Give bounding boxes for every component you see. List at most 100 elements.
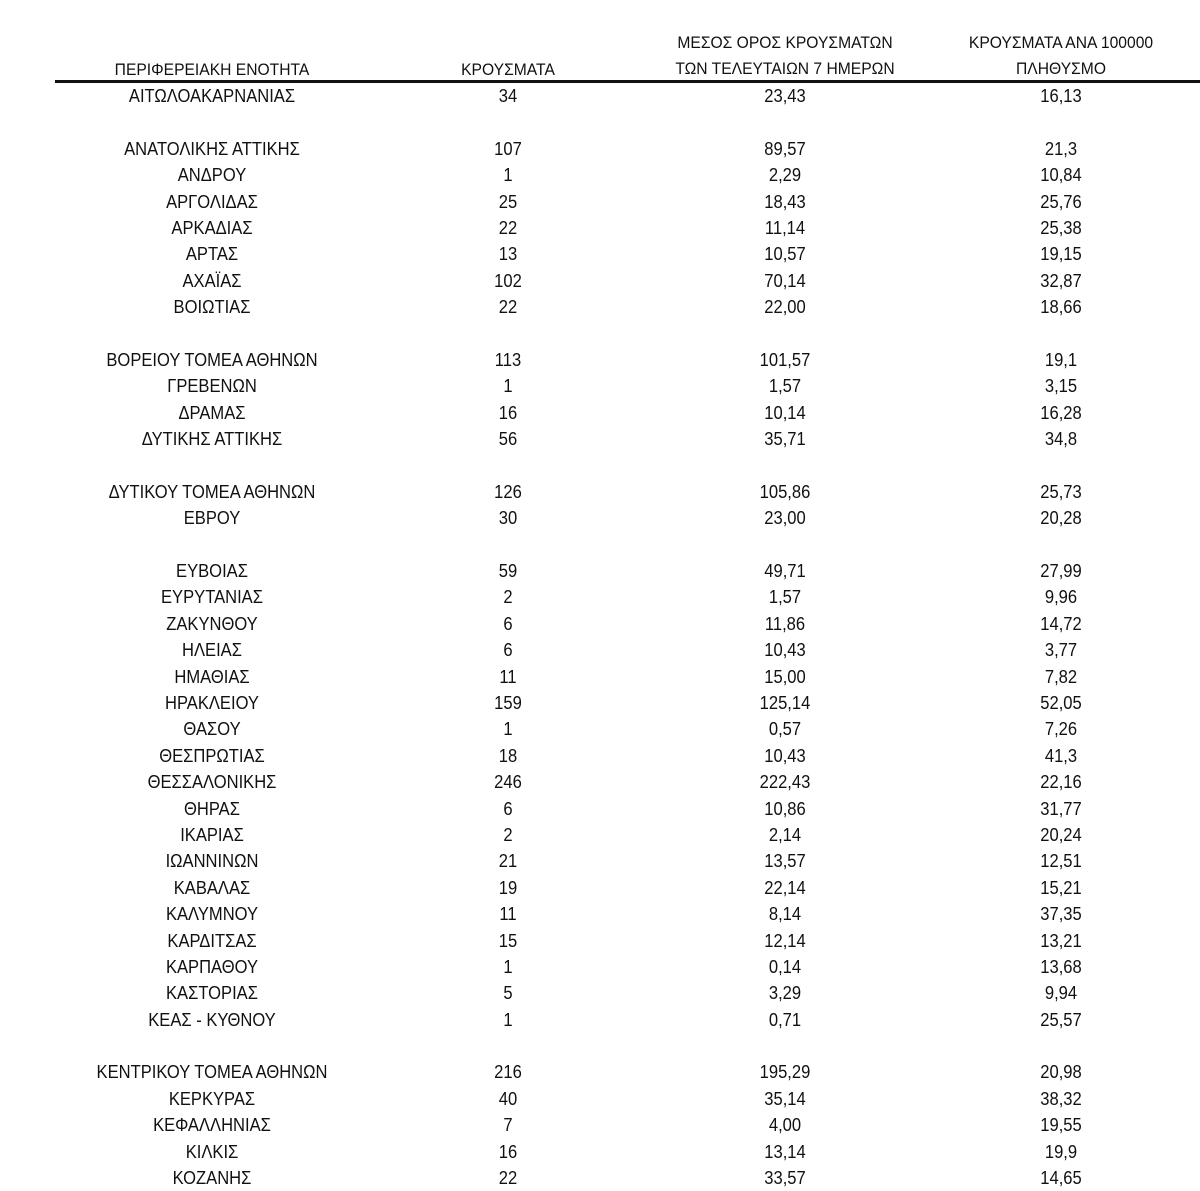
cell-avg-7-days: 11,86 (764, 613, 806, 634)
table-row: ΚΕΦΑΛΛΗΝΙΑΣ 7 4,00 19,55 (0, 1112, 1200, 1138)
cell-avg-7-days: 35,14 (764, 1088, 806, 1109)
cell-cases: 56 (498, 429, 518, 450)
cell-avg-7-days: 22,14 (764, 877, 806, 898)
cell-per-100k: 25,73 (1040, 481, 1082, 502)
cell-per-100k: 3,77 (1044, 640, 1078, 661)
cell-region: ΚΑΡΔΙΤΣΑΣ (167, 930, 257, 951)
cell-avg-7-days: 2,29 (768, 165, 802, 186)
cell-per-100k: 9,96 (1044, 587, 1078, 608)
cell-cases: 1 (503, 956, 513, 977)
table-row: ΚΕΡΚΥΡΑΣ 40 35,14 38,32 (0, 1086, 1200, 1112)
cell-avg-7-days: 23,43 (764, 86, 806, 106)
cell-region: ΒΟΙΩΤΙΑΣ (173, 297, 251, 318)
cell-avg-7-days: 13,57 (764, 851, 806, 872)
table-row: ΚΕΑΣ - ΚΥΘΝΟΥ 1 0,71 25,57 (0, 1007, 1200, 1033)
cell-region: ΚΕΡΚΥΡΑΣ (168, 1088, 256, 1109)
cell-region: ΚΕΝΤΡΙΚΟΥ ΤΟΜΕΑ ΑΘΗΝΩΝ (96, 1062, 328, 1083)
cell-per-100k: 41,3 (1044, 745, 1078, 766)
table-row: ΓΡΕΒΕΝΩΝ 1 1,57 3,15 (0, 373, 1200, 399)
cell-per-100k: 19,1 (1044, 349, 1078, 370)
cell-region: ΕΒΡΟΥ (183, 508, 241, 529)
table-row: ΚΑΣΤΟΡΙΑΣ 5 3,29 9,94 (0, 980, 1200, 1006)
cell-per-100k: 3,15 (1044, 376, 1078, 397)
cell-avg-7-days: 22,00 (764, 297, 806, 318)
cell-per-100k: 27,99 (1040, 561, 1082, 582)
table-row: ΑΝΔΡΟΥ 1 2,29 10,84 (0, 162, 1200, 188)
cell-cases: 18 (498, 745, 518, 766)
table-row: ΖΑΚΥΝΘΟΥ 6 11,86 14,72 (0, 611, 1200, 637)
cell-avg-7-days: 2,14 (768, 824, 802, 845)
cell-per-100k: 25,38 (1040, 217, 1082, 238)
cell-region: ΑΡΤΑΣ (185, 244, 239, 265)
table-row: ΘΑΣΟΥ 1 0,57 7,26 (0, 716, 1200, 742)
cell-avg-7-days: 15,00 (764, 666, 806, 687)
cell-per-100k: 18,66 (1040, 297, 1082, 318)
table-row: ΔΡΑΜΑΣ 16 10,14 16,28 (0, 400, 1200, 426)
table-row: ΒΟΙΩΤΙΑΣ 22 22,00 18,66 (0, 294, 1200, 320)
cell-avg-7-days: 13,14 (764, 1141, 806, 1162)
table-row: ΔΥΤΙΚΟΥ ΤΟΜΕΑ ΑΘΗΝΩΝ 126 105,86 25,73 (0, 479, 1200, 505)
cell-per-100k: 22,16 (1040, 772, 1082, 793)
cell-cases: 1 (503, 165, 513, 186)
cell-cases: 34 (498, 86, 518, 106)
cell-per-100k: 13,68 (1040, 956, 1082, 977)
cell-cases: 21 (498, 851, 518, 872)
cell-per-100k: 16,28 (1040, 402, 1082, 423)
cell-region: ΚΑΣΤΟΡΙΑΣ (166, 983, 258, 1004)
table-row: ΑΙΤΩΛΟΑΚΑΡΝΑΝΙΑΣ 34 23,43 16,13 (0, 83, 1200, 109)
cell-avg-7-days: 10,86 (764, 798, 806, 819)
header-avg-line1: ΜΕΣΟΣ ΟΡΟΣ ΚΡΟΥΣΜΑΤΩΝ (677, 33, 893, 52)
cell-per-100k: 32,87 (1040, 270, 1082, 291)
cell-region: ΗΛΕΙΑΣ (182, 640, 242, 661)
cell-region: ΘΕΣΣΑΛΟΝΙΚΗΣ (147, 772, 277, 793)
cell-cases: 11 (499, 666, 517, 687)
cell-cases: 11 (499, 904, 517, 925)
cell-region: ΚΑΡΠΑΘΟΥ (165, 956, 259, 977)
table-row: ΘΗΡΑΣ 6 10,86 31,77 (0, 796, 1200, 822)
cell-avg-7-days: 0,14 (768, 956, 802, 977)
cell-avg-7-days: 125,14 (759, 692, 811, 713)
table-row: ΙΚΑΡΙΑΣ 2 2,14 20,24 (0, 822, 1200, 848)
cell-cases: 13 (498, 244, 518, 265)
cell-avg-7-days: 23,00 (764, 508, 806, 529)
cell-cases: 7 (503, 1115, 513, 1136)
header-avg-line2: ΤΩΝ ΤΕΛΕΥΤΑΙΩΝ 7 ΗΜΕΡΩΝ (675, 59, 895, 78)
row-spacer (0, 532, 1200, 558)
cell-per-100k: 37,35 (1040, 904, 1082, 925)
cell-avg-7-days: 70,14 (764, 270, 806, 291)
cell-cases: 6 (503, 798, 513, 819)
cell-cases: 1 (503, 376, 513, 397)
cell-region: ΖΑΚΥΝΘΟΥ (166, 613, 258, 634)
table-row: ΕΥΡΥΤΑΝΙΑΣ 2 1,57 9,96 (0, 584, 1200, 610)
cell-avg-7-days: 49,71 (764, 561, 806, 582)
cell-avg-7-days: 3,29 (768, 983, 802, 1004)
cell-per-100k: 15,21 (1040, 877, 1082, 898)
cell-region: ΘΗΡΑΣ (184, 798, 240, 819)
cell-per-100k: 14,65 (1040, 1168, 1082, 1189)
cell-region: ΔΥΤΙΚΗΣ ΑΤΤΙΚΗΣ (141, 429, 283, 450)
cell-per-100k: 52,05 (1040, 692, 1082, 713)
cell-cases: 5 (503, 983, 513, 1004)
cell-per-100k: 7,26 (1044, 719, 1078, 740)
table-row: ΚΑΡΠΑΘΟΥ 1 0,14 13,68 (0, 954, 1200, 980)
table-row: ΕΒΡΟΥ 30 23,00 20,28 (0, 505, 1200, 531)
cell-per-100k: 12,51 (1040, 851, 1082, 872)
table-row: ΑΝΑΤΟΛΙΚΗΣ ΑΤΤΙΚΗΣ 107 89,57 21,3 (0, 136, 1200, 162)
row-spacer (0, 452, 1200, 478)
table-body: ΑΙΤΩΛΟΑΚΑΡΝΑΝΙΑΣ 34 23,43 16,13 ΑΝΑΤΟΛΙΚΗΣ Α… (0, 83, 1200, 1191)
cell-per-100k: 16,13 (1040, 86, 1082, 106)
cell-cases: 6 (503, 640, 513, 661)
cell-region: ΚΑΒΑΛΑΣ (173, 877, 251, 898)
cell-avg-7-days: 12,14 (764, 930, 806, 951)
cell-per-100k: 25,76 (1040, 191, 1082, 212)
cell-per-100k: 21,3 (1044, 138, 1078, 159)
cell-cases: 22 (498, 297, 518, 318)
cell-cases: 15 (498, 930, 518, 951)
cell-avg-7-days: 222,43 (759, 772, 811, 793)
cell-region: ΓΡΕΒΕΝΩΝ (167, 376, 257, 397)
header-per100k-line1: ΚΡΟΥΣΜΑΤΑ ΑΝΑ 100000 (968, 33, 1154, 52)
table-row: ΙΩΑΝΝΙΝΩΝ 21 13,57 12,51 (0, 848, 1200, 874)
cell-per-100k: 20,98 (1040, 1062, 1082, 1083)
cell-region: ΑΡΚΑΔΙΑΣ (171, 217, 253, 238)
cell-cases: 2 (503, 587, 513, 608)
